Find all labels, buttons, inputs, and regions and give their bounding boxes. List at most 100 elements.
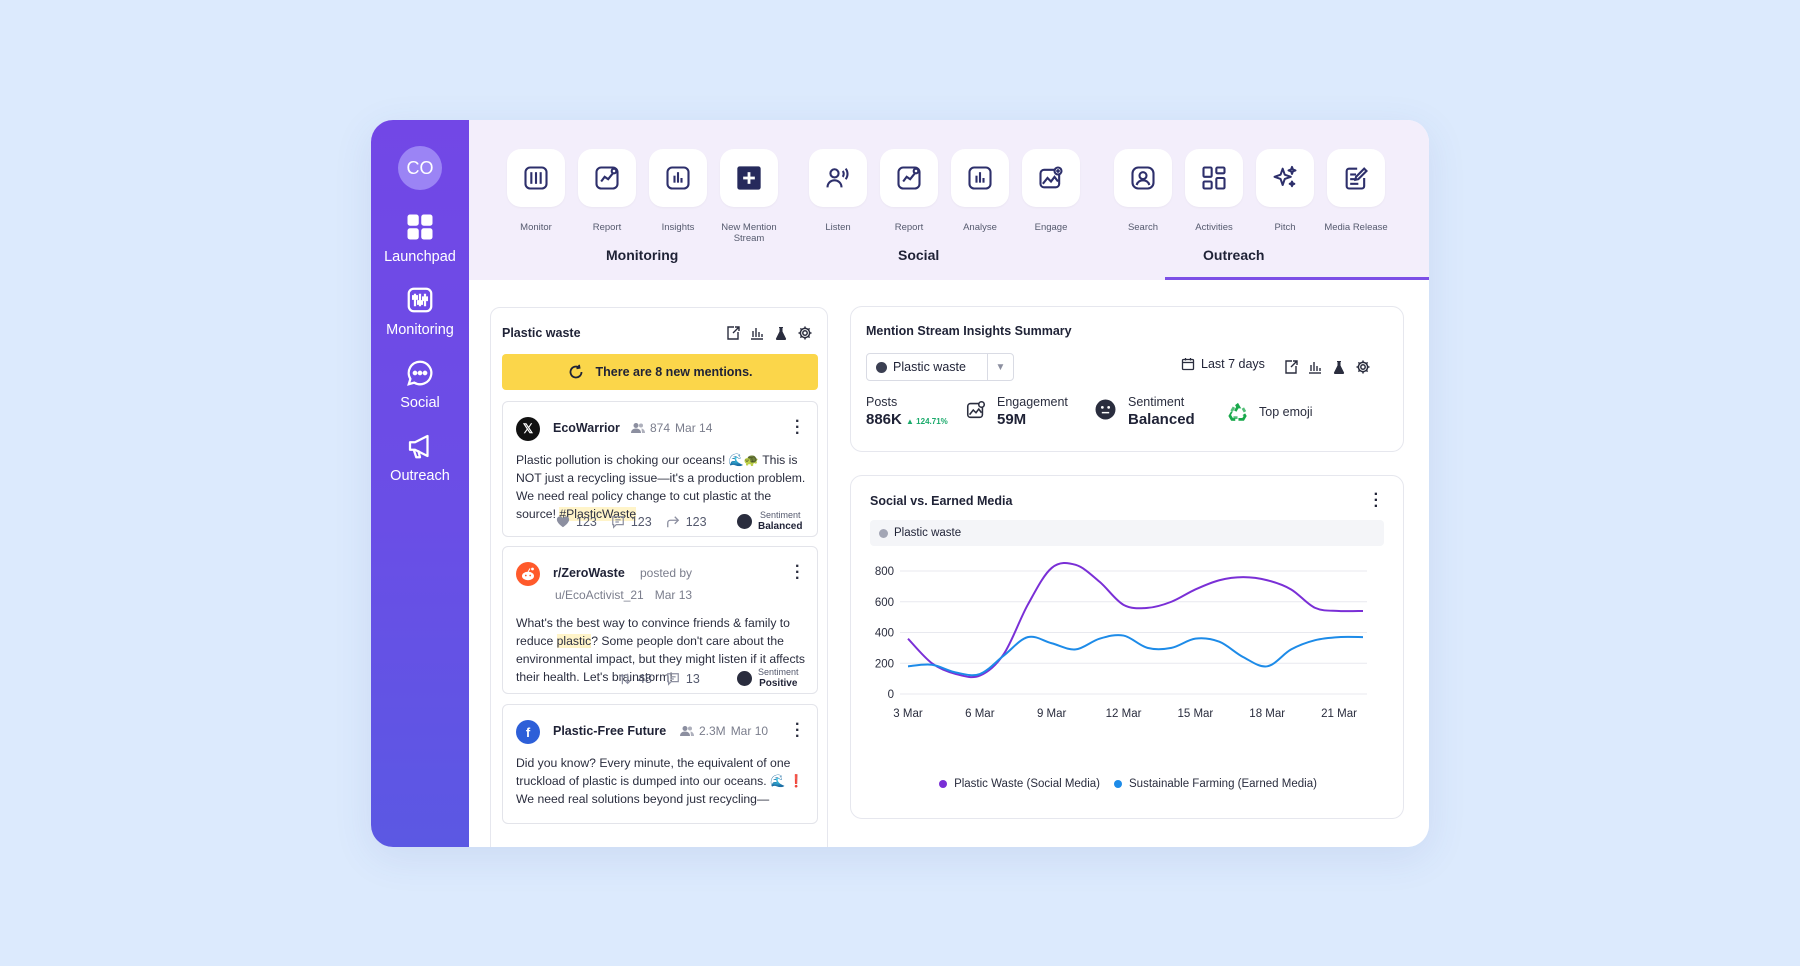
post-text: What's the best way to convince friends … xyxy=(516,616,806,684)
hashtag[interactable]: #PlasticWaste xyxy=(559,507,637,521)
sidebar-item-label: Social xyxy=(400,395,440,411)
tool-media-release[interactable]: Media Release xyxy=(1324,149,1388,233)
lab-button[interactable] xyxy=(1329,357,1349,377)
sentiment-indicator: Sentiment Positive xyxy=(737,667,799,689)
tool-monitor[interactable]: Monitor xyxy=(504,149,568,233)
stream-select[interactable]: Plastic waste ▼ xyxy=(866,353,1014,381)
comment-icon[interactable] xyxy=(666,672,680,686)
neutral-face-icon xyxy=(737,513,752,529)
kpi-engagement: Engagement 59M xyxy=(965,395,1068,428)
series-line-social-media[interactable] xyxy=(907,562,1364,679)
post-card[interactable]: 𝕏 EcoWarrior 874 Mar 14 · · · Plastic poll… xyxy=(502,401,818,537)
sidebar-item-outreach[interactable]: Outreach xyxy=(371,431,469,484)
refresh-icon xyxy=(569,364,582,379)
post-user[interactable]: u/EcoActivist_21 xyxy=(555,588,644,602)
chat-icon xyxy=(407,360,433,386)
kpi-posts: Posts 886K ▲ 124.71% xyxy=(866,395,948,428)
new-mentions-banner[interactable]: There are 8 new mentions. xyxy=(502,354,818,390)
insights-summary-panel: Mention Stream Insights Summary Plastic … xyxy=(850,306,1404,452)
comments-count: 123 xyxy=(630,515,652,529)
tool-label: Monitor xyxy=(520,222,552,233)
reddit-logo-icon xyxy=(516,562,540,586)
sidebar-item-label: Monitoring xyxy=(386,322,454,338)
monitor-icon xyxy=(524,166,548,190)
chart-filter-bar[interactable]: Plastic waste xyxy=(870,520,1384,546)
date-range-picker[interactable]: Last 7 days xyxy=(1181,357,1265,371)
vote-icon[interactable] xyxy=(618,672,632,686)
followers-icon xyxy=(631,423,645,433)
chevron-down-icon[interactable]: ▼ xyxy=(987,354,1013,380)
tool-social-report[interactable]: Report xyxy=(877,149,941,233)
tool-listen[interactable]: Listen xyxy=(806,149,870,233)
tool-engage[interactable]: Engage xyxy=(1019,149,1083,233)
more-options-icon[interactable]: · · · xyxy=(795,716,801,745)
y-tick-label: 400 xyxy=(875,628,894,640)
chart-button[interactable] xyxy=(1305,357,1325,377)
post-author[interactable]: EcoWarrior xyxy=(553,421,620,435)
avatar[interactable]: CO xyxy=(398,146,442,190)
tab-social[interactable]: Social xyxy=(898,247,940,263)
settings-button[interactable] xyxy=(1353,357,1373,377)
more-options-icon[interactable]: · · · xyxy=(795,413,801,442)
followers-count: 874 xyxy=(650,421,671,435)
heart-icon[interactable] xyxy=(556,515,570,529)
flask-icon xyxy=(775,327,787,340)
kpi-label: Engagement xyxy=(997,395,1068,409)
legend-dot xyxy=(1114,780,1122,788)
tool-report[interactable]: Report xyxy=(575,149,639,233)
sidebar: CO Launchpad Monitoring Social Outreach xyxy=(371,120,469,847)
tool-new-mention-stream[interactable]: New Mention Stream xyxy=(717,149,781,244)
legend-dot xyxy=(939,780,948,788)
chart-button[interactable] xyxy=(747,323,767,343)
sidebar-item-launchpad[interactable]: Launchpad xyxy=(371,212,469,265)
group-title-monitoring[interactable]: Monitoring xyxy=(606,247,679,263)
gear-icon xyxy=(798,326,812,340)
more-options-icon[interactable]: · · · xyxy=(1373,486,1379,515)
settings-button[interactable] xyxy=(795,323,815,343)
tool-label: Report xyxy=(592,222,622,233)
post-date: Mar 10 xyxy=(730,724,769,738)
insights-icon xyxy=(666,166,690,190)
comment-icon[interactable] xyxy=(611,515,625,529)
summary-actions xyxy=(1281,357,1373,377)
stream-select-value: Plastic waste xyxy=(893,360,966,374)
bar-chart-icon xyxy=(751,328,763,340)
tool-label: Analyse xyxy=(963,222,997,233)
export-button[interactable] xyxy=(1281,357,1301,377)
tool-analyse[interactable]: Analyse xyxy=(948,149,1012,233)
lab-button[interactable] xyxy=(771,323,791,343)
tool-insights[interactable]: Insights xyxy=(646,149,710,233)
x-tick-label: 15 Mar xyxy=(1177,708,1213,720)
group-title-outreach[interactable]: Outreach xyxy=(1203,247,1265,263)
export-button[interactable] xyxy=(723,323,743,343)
post-author[interactable]: Plastic-Free Future xyxy=(553,724,667,738)
post-meta: 874 Mar 14 xyxy=(631,421,712,435)
facebook-logo-icon: f xyxy=(516,720,540,744)
tool-pitch[interactable]: Pitch xyxy=(1253,149,1317,233)
series-line-earned-media[interactable] xyxy=(907,634,1364,677)
sidebar-item-social[interactable]: Social xyxy=(371,358,469,411)
tool-search[interactable]: Search xyxy=(1111,149,1175,233)
post-author[interactable]: r/ZeroWaste xyxy=(553,566,625,580)
tool-activities[interactable]: Activities xyxy=(1182,149,1246,233)
kpi-top-emoji: Top emoji xyxy=(1227,401,1313,423)
share-icon[interactable] xyxy=(666,515,680,529)
smile-face-icon xyxy=(737,670,752,686)
followers-icon xyxy=(680,726,694,736)
sentiment-indicator: Sentiment Balanced xyxy=(737,510,802,532)
post-card[interactable]: f Plastic-Free Future 2.3M Mar 10 · · · Di… xyxy=(502,704,818,824)
post-stats: 123 123 123 xyxy=(556,515,707,529)
social-vs-earned-chart-panel: Social vs. Earned Media · · · Plastic wast… xyxy=(850,475,1404,819)
legend-item[interactable]: Plastic Waste (Social Media) xyxy=(939,778,1100,790)
followers-count: 2.3M xyxy=(699,724,726,738)
sidebar-item-monitoring[interactable]: Monitoring xyxy=(371,285,469,338)
x-tick-label: 18 Mar xyxy=(1249,708,1285,720)
post-card[interactable]: r/ZeroWaste posted by u/EcoActivist_21 M… xyxy=(502,546,818,694)
legend-item[interactable]: Sustainable Farming (Earned Media) xyxy=(1114,778,1317,790)
chart-filter-label: Plastic waste xyxy=(894,527,962,539)
post-date: Mar 13 xyxy=(654,588,693,602)
y-tick-label: 600 xyxy=(875,597,894,609)
stream-color-dot xyxy=(876,361,887,373)
sidebar-item-label: Outreach xyxy=(390,468,450,484)
more-options-icon[interactable]: · · · xyxy=(795,558,801,587)
